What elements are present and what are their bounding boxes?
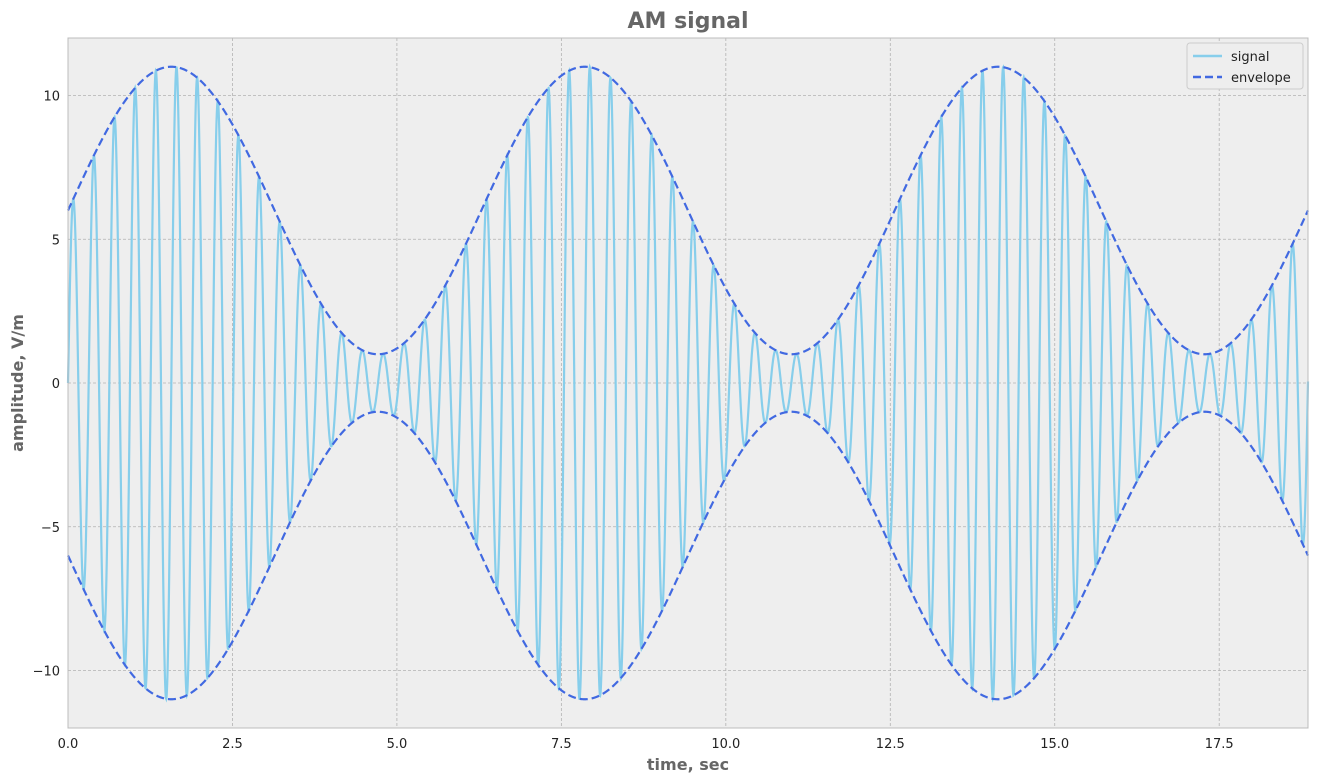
x-axis-ticks: 0.0 2.5 5.0 7.5 10.0 12.5 15.0 17.5 [58,737,1234,752]
plot-area [66,63,1310,703]
plot-frame [67,37,1309,729]
y-tick-label: −5 [41,521,60,536]
x-tick-label: 17.5 [1205,737,1234,752]
x-tick-label: 2.5 [222,737,243,752]
x-tick-label: 5.0 [387,737,408,752]
legend: signal envelope [1186,42,1304,90]
x-tick-label: 10.0 [711,737,740,752]
legend-box [1186,42,1304,90]
y-tick-label: −10 [33,665,60,680]
chart-title: AM signal [627,9,748,34]
x-tick-label: 12.5 [876,737,905,752]
legend-envelope-label: envelope [1231,71,1291,86]
x-tick-label: 15.0 [1040,737,1069,752]
y-tick-label: 10 [43,90,60,105]
x-tick-label: 7.5 [551,737,572,752]
y-tick-label: 5 [52,233,60,248]
signal-line [66,63,1310,703]
y-tick-label: 0 [52,377,60,392]
y-axis-ticks: −10 −5 0 5 10 [33,90,60,680]
legend-signal-label: signal [1231,50,1269,65]
y-axis-label: amplitude, V/m [8,314,27,452]
envelope-upper-line [67,65,1309,356]
envelope-lower-line [67,410,1309,701]
x-axis-label: time, sec [647,755,729,774]
x-tick-label: 0.0 [58,737,79,752]
